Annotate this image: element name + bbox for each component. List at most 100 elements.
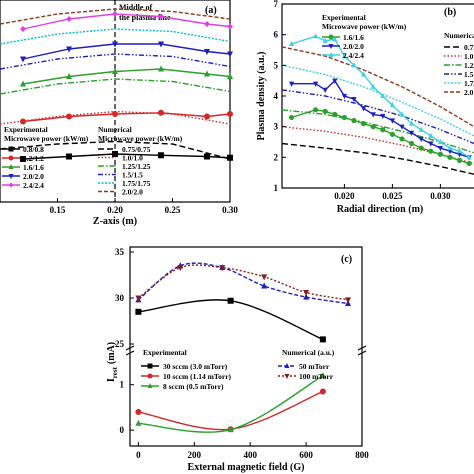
data-point: [66, 153, 72, 160]
y-tick-label: 25: [115, 339, 125, 349]
data-point: [66, 113, 72, 120]
experimental-series-line: [138, 299, 324, 341]
data-point: [457, 157, 463, 163]
legend-label: 1.5: [464, 70, 474, 79]
y-tick-label: 5: [274, 60, 279, 70]
data-point: [380, 113, 386, 120]
legend-label: 1.2/1.2: [23, 154, 44, 163]
data-point: [313, 81, 319, 87]
axis-break-mark: [125, 345, 135, 351]
data-point: [418, 126, 424, 132]
y-axis-title: Plasma density (a.u.): [256, 52, 267, 141]
data-point: [66, 16, 72, 22]
y-tick-label: 6: [274, 30, 279, 40]
data-point: [227, 154, 233, 161]
numerical-series-line: [281, 89, 474, 145]
legend-label: 2.0/2.0: [23, 172, 44, 181]
data-point: [341, 53, 347, 59]
numerical-series-line: [0, 53, 231, 70]
legend-subtitle: Microwave power (kW/m): [322, 22, 407, 31]
data-point: [389, 131, 395, 137]
y-axis-symbol: I: [106, 378, 117, 382]
data-point: [361, 121, 367, 127]
y-tick-label: 4: [274, 91, 279, 101]
numerical-series-line: [0, 8, 231, 25]
data-point: [361, 71, 367, 77]
data-point: [437, 146, 443, 152]
data-point: [303, 293, 310, 300]
data-point: [351, 117, 357, 124]
y-tick-label: 30: [115, 293, 125, 303]
x-tick-label: 200: [188, 450, 202, 460]
y-tick-label: 1: [120, 380, 125, 390]
legend-title: Experimental: [322, 13, 366, 22]
data-point: [345, 297, 352, 304]
data-point: [227, 111, 233, 117]
data-point: [289, 40, 295, 46]
data-point: [428, 148, 434, 154]
legend-label: 1.25/1.25: [122, 162, 151, 171]
legend-label: 10 sccm (1.14 mTorr): [163, 372, 232, 381]
legend-item-marker: [8, 182, 14, 188]
data-point: [322, 37, 328, 43]
panel-b-label: (b): [444, 7, 456, 18]
legend-label: 30 sccm (3.0 mTorr): [163, 362, 228, 371]
legend-label: 0.8/0.8: [23, 145, 44, 154]
data-point: [135, 295, 142, 302]
numerical-series-line: [281, 109, 474, 154]
annotation-line-1: Middle of: [119, 3, 152, 12]
data-point: [380, 92, 386, 99]
legend-item-marker: [8, 146, 14, 152]
data-point: [219, 265, 226, 272]
data-point: [418, 145, 424, 151]
experimental-series-line: [22, 68, 231, 85]
data-point: [135, 419, 142, 426]
data-point: [204, 113, 210, 120]
data-point: [289, 114, 295, 121]
numerical-series-line: [281, 126, 474, 165]
legend-title-line: Numerical: [98, 125, 132, 134]
data-point: [322, 108, 328, 114]
y-tick-label: 2: [274, 152, 279, 162]
data-point: [409, 140, 415, 147]
data-point: [409, 120, 415, 126]
legend-label: 1.0: [464, 52, 474, 61]
numerical-series-line: [137, 262, 349, 305]
panel-b-chart: (b) 1 2 3 4 5 6 7 0.020 0.025 0.030 Radial directio…: [256, 0, 474, 215]
data-point: [112, 41, 118, 48]
data-point: [158, 13, 164, 20]
legend-label: 2.0: [464, 88, 474, 97]
legend-title: Numerical (a.u.): [282, 348, 335, 357]
x-tick-label: 0.030: [430, 191, 451, 201]
data-point: [135, 408, 142, 415]
numerical-series-line: [281, 142, 474, 175]
data-point: [319, 372, 326, 379]
data-point: [437, 151, 443, 157]
data-point: [227, 426, 234, 433]
data-point: [20, 26, 26, 32]
panel-c-chart: (c) 25 30 35 0 1 0 200 400 600 800 External magneti…: [106, 246, 369, 473]
experimental-series-line: [22, 13, 231, 30]
data-point: [361, 106, 367, 112]
data-point: [20, 118, 26, 125]
legend-label: 0.75: [464, 43, 474, 52]
data-point: [332, 78, 338, 84]
data-point: [370, 112, 376, 118]
data-point: [409, 130, 415, 136]
data-point: [227, 51, 233, 58]
data-point: [112, 111, 118, 117]
panel-a-label: (a): [205, 5, 217, 16]
legend-title: Experimental: [4, 125, 48, 134]
legend-label: 1.6/1.6: [23, 163, 44, 172]
data-point: [66, 46, 72, 53]
y-tick-label: 35: [115, 247, 125, 257]
data-point: [112, 68, 118, 74]
y-axis-unit: (mA): [106, 342, 117, 364]
data-point: [457, 152, 463, 158]
data-point: [370, 124, 376, 130]
legend-label: 2.4/2.4: [23, 181, 44, 190]
legend-label: 0.75/0.75: [122, 145, 151, 154]
data-point: [158, 65, 164, 72]
